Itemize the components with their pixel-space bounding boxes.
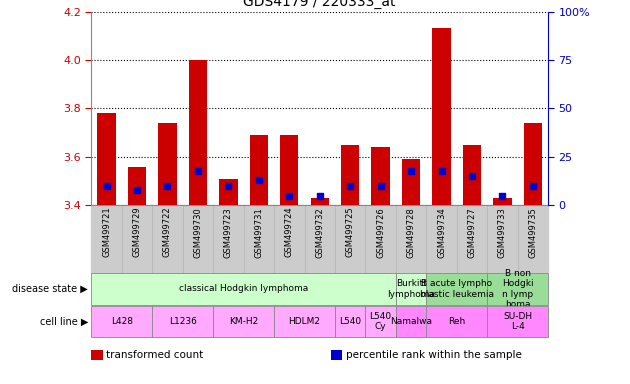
Bar <box>91 205 122 273</box>
Text: Reh: Reh <box>448 317 466 326</box>
Bar <box>524 123 542 205</box>
Bar <box>128 167 146 205</box>
FancyBboxPatch shape <box>396 306 427 337</box>
FancyBboxPatch shape <box>91 306 152 337</box>
Bar <box>213 205 244 273</box>
FancyBboxPatch shape <box>427 273 487 305</box>
Bar <box>396 205 427 273</box>
Bar <box>244 205 274 273</box>
Text: SU-DH
L-4: SU-DH L-4 <box>503 312 532 331</box>
Point <box>315 193 325 199</box>
Bar <box>372 147 390 205</box>
Bar <box>365 205 396 273</box>
Bar <box>183 205 213 273</box>
Text: L1236: L1236 <box>169 317 197 326</box>
Bar <box>98 113 116 205</box>
Text: Namalwa: Namalwa <box>390 317 432 326</box>
Bar <box>280 135 299 205</box>
Bar <box>311 198 329 205</box>
Bar <box>341 145 359 205</box>
Text: Burkitt
lymphoma: Burkitt lymphoma <box>387 279 435 299</box>
Bar <box>274 205 304 273</box>
Bar <box>402 159 420 205</box>
Point <box>254 177 264 183</box>
Bar <box>158 123 176 205</box>
Text: L540: L540 <box>339 317 361 326</box>
Point <box>528 183 538 189</box>
Bar <box>152 205 183 273</box>
Point <box>375 183 386 189</box>
Text: percentile rank within the sample: percentile rank within the sample <box>346 350 522 360</box>
Bar <box>432 28 450 205</box>
Text: KM-H2: KM-H2 <box>229 317 258 326</box>
FancyBboxPatch shape <box>274 306 335 337</box>
Bar <box>427 205 457 273</box>
Text: L540
Cy: L540 Cy <box>370 312 392 331</box>
Text: L428: L428 <box>111 317 133 326</box>
Point <box>193 167 203 174</box>
Point <box>163 183 173 189</box>
Bar <box>219 179 238 205</box>
Point <box>345 183 355 189</box>
Bar <box>457 205 487 273</box>
Point <box>437 167 447 174</box>
Text: HDLM2: HDLM2 <box>289 317 321 326</box>
Text: transformed count: transformed count <box>106 350 203 360</box>
Bar <box>487 205 518 273</box>
FancyBboxPatch shape <box>91 273 396 305</box>
Bar <box>304 205 335 273</box>
Bar <box>463 145 481 205</box>
Point <box>223 183 233 189</box>
FancyBboxPatch shape <box>396 273 427 305</box>
FancyBboxPatch shape <box>152 306 213 337</box>
Bar <box>249 135 268 205</box>
Point <box>132 187 142 193</box>
Bar <box>493 198 512 205</box>
Text: B acute lympho
blastic leukemia: B acute lympho blastic leukemia <box>420 279 494 299</box>
Point <box>497 193 507 199</box>
FancyBboxPatch shape <box>213 306 274 337</box>
FancyBboxPatch shape <box>335 306 365 337</box>
Bar <box>335 205 365 273</box>
Title: GDS4179 / 220333_at: GDS4179 / 220333_at <box>243 0 396 9</box>
Text: disease state ▶: disease state ▶ <box>13 284 88 294</box>
FancyBboxPatch shape <box>365 306 396 337</box>
Bar <box>122 205 152 273</box>
FancyBboxPatch shape <box>487 306 548 337</box>
FancyBboxPatch shape <box>427 306 487 337</box>
Bar <box>518 205 548 273</box>
Point <box>101 183 112 189</box>
Point <box>406 167 416 174</box>
FancyBboxPatch shape <box>487 273 548 305</box>
Bar <box>189 60 207 205</box>
Text: classical Hodgkin lymphoma: classical Hodgkin lymphoma <box>179 285 308 293</box>
Text: cell line ▶: cell line ▶ <box>40 316 88 327</box>
Point <box>467 173 477 179</box>
Point <box>284 193 294 199</box>
Text: B non
Hodgki
n lymp
homa: B non Hodgki n lymp homa <box>502 269 534 309</box>
